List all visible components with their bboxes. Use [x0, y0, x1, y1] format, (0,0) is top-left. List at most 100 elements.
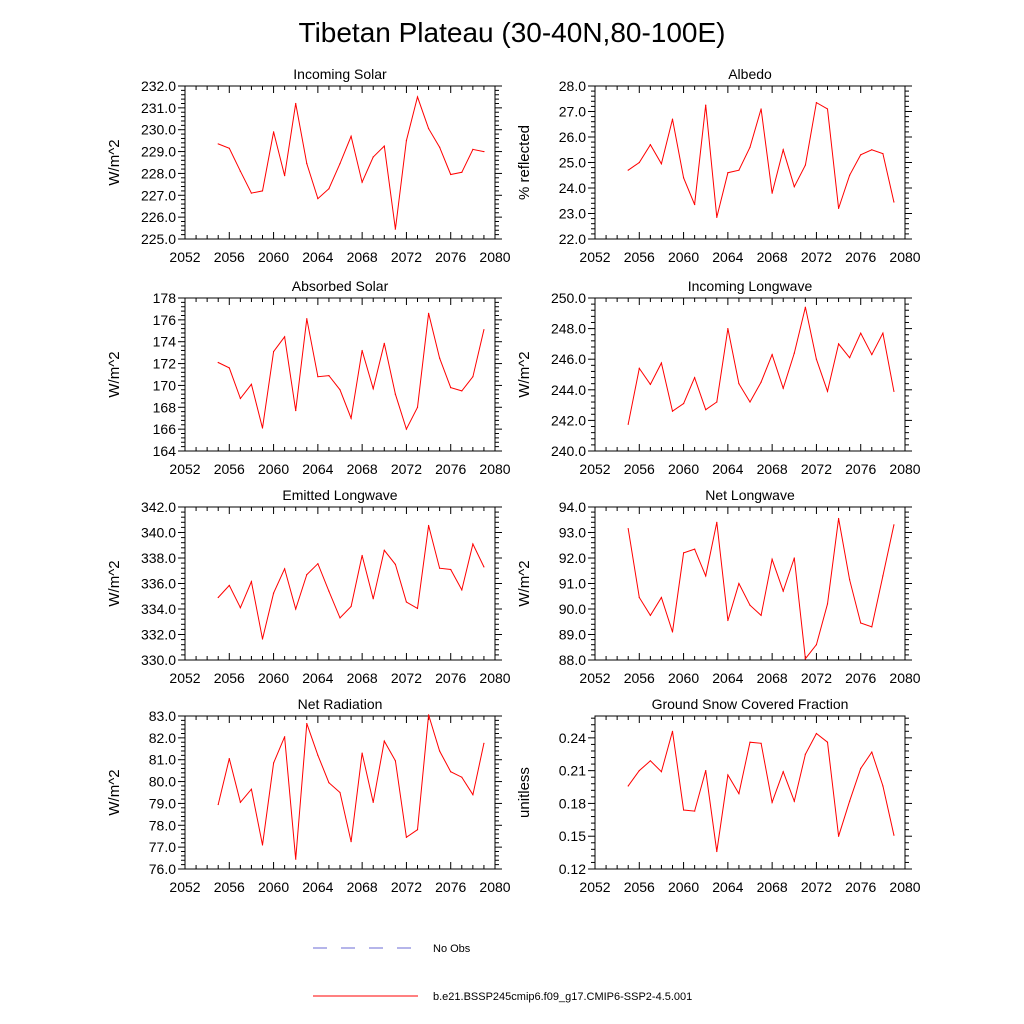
- data-point-net-radiation: [217, 803, 219, 806]
- y-tick-label-incoming-longwave: 244.0: [551, 382, 586, 398]
- data-point-ground-snow-covered-fraction: [627, 785, 629, 787]
- data-point-ground-snow-covered-fraction: [760, 742, 762, 744]
- x-tick-label-ground-snow-covered-fraction: 2076: [845, 879, 876, 895]
- data-point-absorbed-solar: [261, 427, 264, 429]
- data-point-albedo: [815, 101, 818, 104]
- data-point-net-longwave: [638, 596, 640, 599]
- data-point-emitted-longwave: [472, 543, 474, 545]
- data-point-ground-snow-covered-fraction: [727, 774, 729, 776]
- data-point-net-radiation: [439, 750, 441, 752]
- y-tick-label-incoming-longwave: 240.0: [551, 443, 586, 459]
- data-point-emitted-longwave: [383, 549, 385, 551]
- data-point-ground-snow-covered-fraction: [671, 730, 674, 732]
- x-tick-label-emitted-longwave: 2060: [258, 670, 289, 686]
- data-point-albedo: [782, 149, 784, 151]
- x-tick-label-emitted-longwave: 2076: [435, 670, 466, 686]
- x-tick-label-net-longwave: 2076: [845, 670, 876, 686]
- x-tick-label-absorbed-solar: 2060: [258, 461, 289, 477]
- data-point-ground-snow-covered-fraction: [837, 835, 840, 837]
- y-tick-label-emitted-longwave: 340.0: [141, 525, 176, 541]
- data-point-absorbed-solar: [383, 342, 385, 344]
- data-point-incoming-solar: [272, 131, 275, 133]
- y-axis-label-incoming-solar: W/m^2: [106, 139, 123, 185]
- data-point-incoming-longwave: [793, 352, 795, 354]
- data-point-net-radiation: [295, 858, 297, 860]
- y-axis-label-ground-snow-covered-fraction: unitless: [516, 767, 533, 818]
- data-point-emitted-longwave: [405, 601, 408, 603]
- data-point-net-radiation: [284, 736, 286, 738]
- y-tick-label-incoming-solar: 229.0: [141, 144, 176, 160]
- data-point-albedo: [660, 163, 663, 165]
- series-line-net-longwave: [627, 518, 895, 660]
- x-tick-label-albedo: 2076: [845, 249, 876, 265]
- panel-title-net-radiation: Net Radiation: [298, 696, 383, 712]
- data-point-emitted-longwave: [372, 598, 374, 600]
- data-point-absorbed-solar: [450, 387, 452, 389]
- data-point-incoming-longwave: [649, 383, 651, 386]
- plot-frame-ground-snow-covered-fraction: [594, 715, 906, 870]
- y-tick-label-emitted-longwave: 334.0: [141, 601, 176, 617]
- y-axis-label-net-longwave: W/m^2: [516, 560, 533, 606]
- x-tick-label-emitted-longwave: 2080: [479, 670, 510, 686]
- data-point-absorbed-solar: [239, 397, 241, 400]
- x-tick-label-incoming-longwave: 2080: [889, 461, 920, 477]
- y-axis-label-albedo: % reflected: [516, 125, 533, 200]
- data-point-incoming-longwave: [882, 332, 884, 334]
- y-tick-label-net-radiation: 79.0: [149, 795, 176, 811]
- data-point-albedo: [793, 186, 795, 188]
- y-tick-label-albedo: 28.0: [559, 78, 586, 94]
- x-tick-label-emitted-longwave: 2056: [214, 670, 245, 686]
- data-point-net-longwave: [727, 619, 729, 622]
- x-tick-label-absorbed-solar: 2072: [391, 461, 422, 477]
- data-point-incoming-longwave: [727, 328, 729, 330]
- y-tick-label-ground-snow-covered-fraction: 0.21: [559, 763, 586, 779]
- y-tick-label-net-radiation: 76.0: [149, 861, 176, 877]
- y-tick-label-net-longwave: 91.0: [559, 576, 586, 592]
- data-point-net-radiation: [483, 742, 485, 744]
- x-tick-label-albedo: 2064: [712, 249, 743, 265]
- data-point-incoming-solar: [295, 102, 297, 105]
- y-tick-label-emitted-longwave: 336.0: [141, 576, 176, 592]
- data-point-net-radiation: [394, 760, 396, 762]
- y-tick-label-albedo: 25.0: [559, 155, 586, 171]
- data-point-incoming-longwave: [826, 390, 829, 392]
- data-point-ground-snow-covered-fraction: [882, 785, 884, 787]
- panel-incoming-longwave: Incoming Longwave 2052 2056 2060 2064 2068 207…: [516, 278, 921, 477]
- data-point-ground-snow-covered-fraction: [793, 800, 795, 802]
- data-point-albedo: [760, 108, 762, 110]
- x-tick-label-emitted-longwave: 2064: [302, 670, 333, 686]
- y-tick-label-ground-snow-covered-fraction: 0.12: [559, 861, 586, 877]
- data-point-ground-snow-covered-fraction: [815, 732, 818, 735]
- data-point-incoming-solar: [261, 190, 264, 192]
- data-point-albedo: [705, 104, 707, 106]
- data-point-incoming-solar: [394, 228, 396, 230]
- panel-title-incoming-longwave: Incoming Longwave: [688, 278, 813, 294]
- data-point-incoming-longwave: [705, 409, 707, 411]
- y-tick-label-net-longwave: 89.0: [559, 627, 586, 643]
- data-point-incoming-longwave: [627, 423, 629, 425]
- x-tick-label-net-radiation: 2080: [479, 879, 510, 895]
- data-point-incoming-longwave: [860, 332, 862, 334]
- y-tick-label-absorbed-solar: 178: [153, 290, 177, 306]
- data-point-emitted-longwave: [284, 568, 286, 570]
- x-tick-label-ground-snow-covered-fraction: 2052: [579, 879, 610, 895]
- y-tick-label-incoming-solar: 232.0: [141, 78, 176, 94]
- y-tick-label-albedo: 26.0: [559, 129, 586, 145]
- data-point-albedo: [727, 172, 729, 174]
- x-tick-label-absorbed-solar: 2052: [169, 461, 200, 477]
- x-tick-label-incoming-solar: 2056: [214, 249, 245, 265]
- data-point-incoming-longwave: [660, 362, 663, 364]
- data-point-incoming-solar: [472, 148, 474, 150]
- data-point-net-longwave: [705, 575, 707, 577]
- x-tick-label-absorbed-solar: 2064: [302, 461, 333, 477]
- x-tick-label-emitted-longwave: 2072: [391, 670, 422, 686]
- data-point-net-longwave: [660, 596, 663, 599]
- x-tick-label-net-longwave: 2072: [801, 670, 832, 686]
- data-point-net-longwave: [893, 524, 895, 526]
- y-axis-label-net-radiation: W/m^2: [106, 769, 123, 815]
- y-tick-label-absorbed-solar: 168: [153, 399, 177, 415]
- panel-title-absorbed-solar: Absorbed Solar: [292, 278, 389, 294]
- x-tick-label-incoming-longwave: 2056: [624, 461, 655, 477]
- data-point-emitted-longwave: [339, 617, 341, 619]
- y-tick-label-net-radiation: 81.0: [149, 752, 176, 768]
